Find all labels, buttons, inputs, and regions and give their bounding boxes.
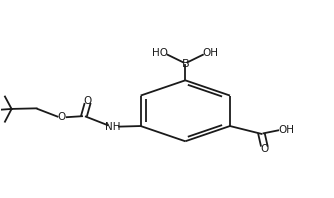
Text: O: O [83,96,92,106]
Text: O: O [260,144,268,154]
Text: OH: OH [202,48,218,58]
Text: OH: OH [279,125,295,135]
Text: B: B [181,59,189,69]
Text: NH: NH [105,122,120,132]
Text: HO: HO [152,48,168,58]
Text: O: O [57,112,65,122]
